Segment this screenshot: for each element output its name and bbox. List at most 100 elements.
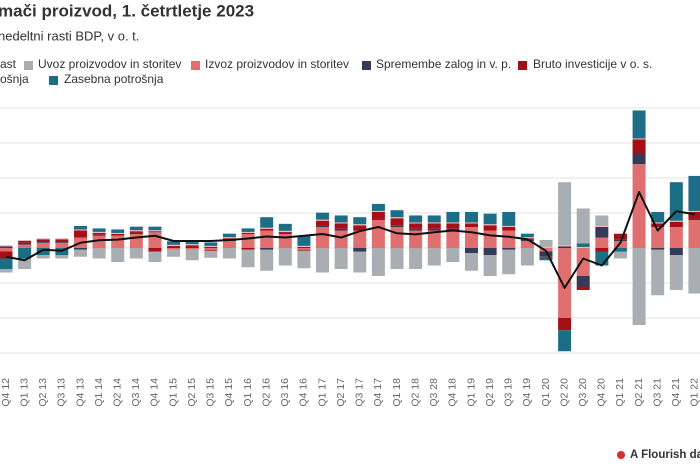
bar-segment — [36, 242, 50, 248]
bar-segment — [539, 255, 553, 257]
bar-segment — [167, 249, 181, 257]
bar-segment — [409, 215, 423, 223]
bar-segment — [167, 248, 181, 250]
bar-segment — [148, 231, 162, 233]
bar-segment — [371, 210, 385, 212]
bar-segment — [353, 225, 367, 231]
bar-segment — [297, 235, 311, 246]
x-tick-label: Q3 13 — [56, 378, 68, 407]
bar-segment — [353, 251, 367, 273]
bar-segment — [409, 228, 423, 231]
bar-segment — [465, 211, 478, 223]
bar-segment — [111, 235, 125, 248]
bar-segment — [558, 245, 572, 247]
bar-segment — [92, 228, 106, 232]
bar-segment — [278, 231, 292, 233]
bar-segment — [465, 222, 478, 224]
bar-segment — [353, 224, 367, 226]
bar-segment — [558, 182, 572, 246]
bar-segment — [613, 248, 627, 252]
bar-segment — [297, 250, 311, 269]
bar-segment — [92, 231, 106, 233]
bar-segment — [651, 249, 665, 296]
bar-segment — [576, 243, 590, 247]
x-tick-label: Q4 21 — [670, 378, 682, 407]
bar-segment — [241, 249, 255, 268]
bar-segment — [502, 211, 516, 226]
growth-line — [5, 191, 696, 289]
x-tick-label: Q2 20 — [558, 378, 570, 407]
bar-segment — [73, 248, 87, 250]
bar-segment — [651, 223, 665, 227]
bar-segment — [260, 248, 274, 250]
bar-segment — [334, 248, 348, 269]
bar-segment — [241, 228, 255, 232]
x-tick-label: Q2 14 — [112, 378, 124, 407]
bar-segment — [390, 217, 404, 219]
bar-segment — [446, 248, 460, 262]
bar-segment — [409, 248, 423, 269]
bar-segment — [483, 213, 497, 225]
bar-segment — [222, 237, 236, 239]
bar-segment — [185, 248, 199, 250]
legend-swatch — [191, 61, 200, 70]
legend-swatch — [518, 61, 527, 70]
bar-segment — [73, 230, 87, 238]
bar-segment — [260, 230, 274, 248]
bar-segment — [185, 244, 199, 246]
bar-segment — [483, 255, 497, 276]
bar-segment — [409, 222, 423, 224]
bar-segment — [204, 249, 218, 251]
x-tick-label: Q3 17 — [354, 378, 366, 407]
x-tick-label: Q4 14 — [149, 378, 161, 407]
footer[interactable]: A Flourish da — [630, 449, 700, 461]
bar-segment — [92, 232, 106, 235]
bar-segment — [446, 223, 460, 229]
bar-segment — [558, 318, 572, 331]
bar-segment — [483, 224, 497, 226]
bar-segment — [0, 248, 13, 252]
x-tick-label: Q4 18 — [447, 378, 459, 407]
bar-segment — [390, 227, 404, 248]
bar-segment — [111, 234, 125, 236]
bar-segment — [167, 244, 181, 246]
bar-segment — [688, 220, 700, 248]
bar-segment — [0, 258, 13, 269]
bar-segment — [613, 234, 627, 240]
flourish-logo — [617, 451, 625, 459]
x-tick-label: Q2 21 — [633, 378, 645, 407]
bar-segment — [353, 217, 367, 225]
bar-segment — [241, 234, 255, 248]
bar-segment — [92, 235, 106, 248]
bar-segment — [316, 227, 330, 248]
bar-segment — [390, 218, 404, 226]
bar-segment — [446, 230, 460, 248]
bar-segment — [632, 248, 646, 325]
bar-segment — [371, 203, 385, 211]
bar-segment — [297, 245, 311, 247]
bar-segment — [73, 249, 87, 257]
bar-segment — [0, 251, 13, 259]
bar-segment — [278, 232, 292, 234]
bar-segment — [632, 164, 646, 248]
bar-segment — [148, 248, 162, 252]
legend-label: Spremembe zalog in v. p. — [376, 57, 511, 71]
bar-segment — [371, 248, 385, 276]
chart-subtitle: nedeltni rasti BDP, v o. t. — [0, 28, 139, 43]
bar-segment — [167, 246, 181, 248]
bar-segment — [111, 235, 125, 236]
bar-segment — [502, 227, 516, 231]
bar-segment — [632, 139, 646, 154]
x-tick-label: Q3 21 — [651, 378, 663, 407]
bar-segment — [241, 231, 255, 233]
bar-segment — [204, 248, 218, 250]
bar-segment — [204, 246, 218, 248]
bar-segment — [502, 225, 516, 227]
bar-segment — [0, 245, 13, 247]
bar-segment — [185, 240, 199, 245]
bar-segment — [669, 221, 683, 227]
x-tick-label: Q1 13 — [18, 378, 30, 407]
x-tick-label: Q4 13 — [74, 378, 86, 407]
bar-segment — [539, 246, 553, 248]
